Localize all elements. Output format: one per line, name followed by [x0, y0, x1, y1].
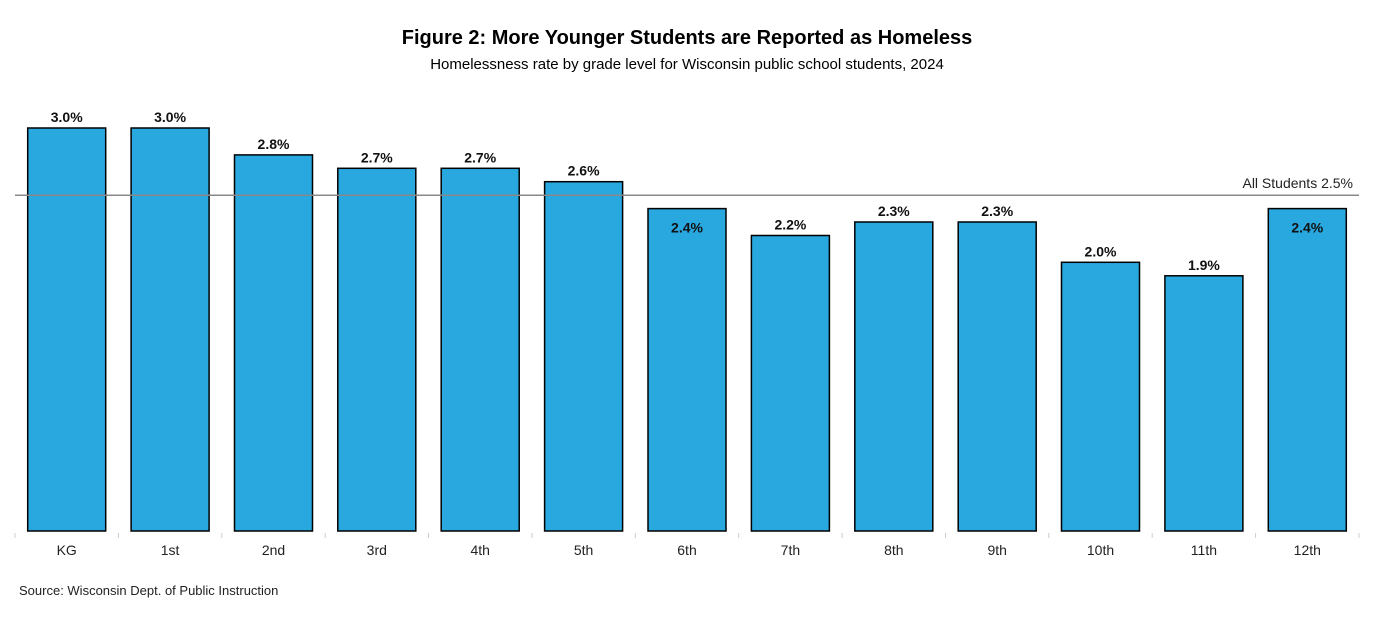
bar-12th	[1267, 207, 1348, 532]
data-label-9th: 2.3%	[981, 203, 1013, 219]
data-label-12th: 2.4%	[1291, 220, 1323, 236]
data-label-kg: 3.0%	[51, 109, 83, 125]
data-label-8th: 2.3%	[878, 203, 910, 219]
x-tick-label-12th: 12th	[1294, 542, 1321, 558]
data-label-3rd: 2.7%	[361, 149, 393, 165]
source-note: Source: Wisconsin Dept. of Public Instru…	[19, 583, 279, 598]
x-tick-label-1st: 1st	[161, 542, 180, 558]
x-tick-label-8th: 8th	[884, 542, 903, 558]
bar-2nd	[233, 154, 314, 532]
x-tick-label-7th: 7th	[781, 542, 800, 558]
data-label-11th: 1.9%	[1188, 257, 1220, 273]
x-tick-label-5th: 5th	[574, 542, 593, 558]
bar-7th	[750, 234, 831, 532]
x-tick-label-3rd: 3rd	[367, 542, 387, 558]
data-label-5th: 2.6%	[568, 163, 600, 179]
bar-4th	[440, 167, 520, 532]
x-tick-label-9th: 9th	[987, 542, 1006, 558]
x-tick-label-6th: 6th	[677, 542, 696, 558]
data-labels-layer: 3.0% 3.0% 2.8% 2.7% 2.7% 2.6% 2.4% 2.2% 2.3% 2.3%…	[51, 109, 1324, 273]
x-tick-label-2nd: 2nd	[262, 542, 285, 558]
bar-6th	[647, 207, 727, 532]
chart-title: Figure 2: More Younger Students are Repo…	[401, 27, 973, 49]
x-tick-label-kg: KG	[57, 542, 77, 558]
bar-11th	[1164, 275, 1244, 532]
bars-layer	[26, 127, 1348, 532]
x-tick-label-4th: 4th	[470, 542, 489, 558]
bar-1st	[130, 127, 210, 532]
x-axis: KG 1st 2nd 3rd 4th 5th 6th 7th 8th 9th 10th 11th 12t…	[14, 533, 1360, 558]
bar-8th	[854, 221, 934, 532]
reference-line-group: All Students 2.5%	[15, 175, 1359, 196]
bar-5th	[543, 180, 624, 532]
data-label-2nd: 2.8%	[258, 136, 290, 152]
data-label-1st: 3.0%	[154, 109, 186, 125]
data-label-4th: 2.7%	[464, 149, 496, 165]
bar-kg	[26, 127, 107, 532]
x-tick-label-10th: 10th	[1087, 542, 1114, 558]
bar-10th	[1060, 261, 1141, 532]
x-tick-label-11th: 11th	[1191, 542, 1217, 558]
data-label-7th: 2.2%	[774, 217, 806, 233]
data-label-6th: 2.4%	[671, 220, 703, 236]
chart-subtitle: Homelessness rate by grade level for Wis…	[430, 56, 944, 73]
data-label-10th: 2.0%	[1085, 243, 1117, 259]
bar-9th	[957, 221, 1037, 532]
bar-3rd	[337, 167, 417, 532]
reference-line-label: All Students 2.5%	[1242, 175, 1353, 191]
